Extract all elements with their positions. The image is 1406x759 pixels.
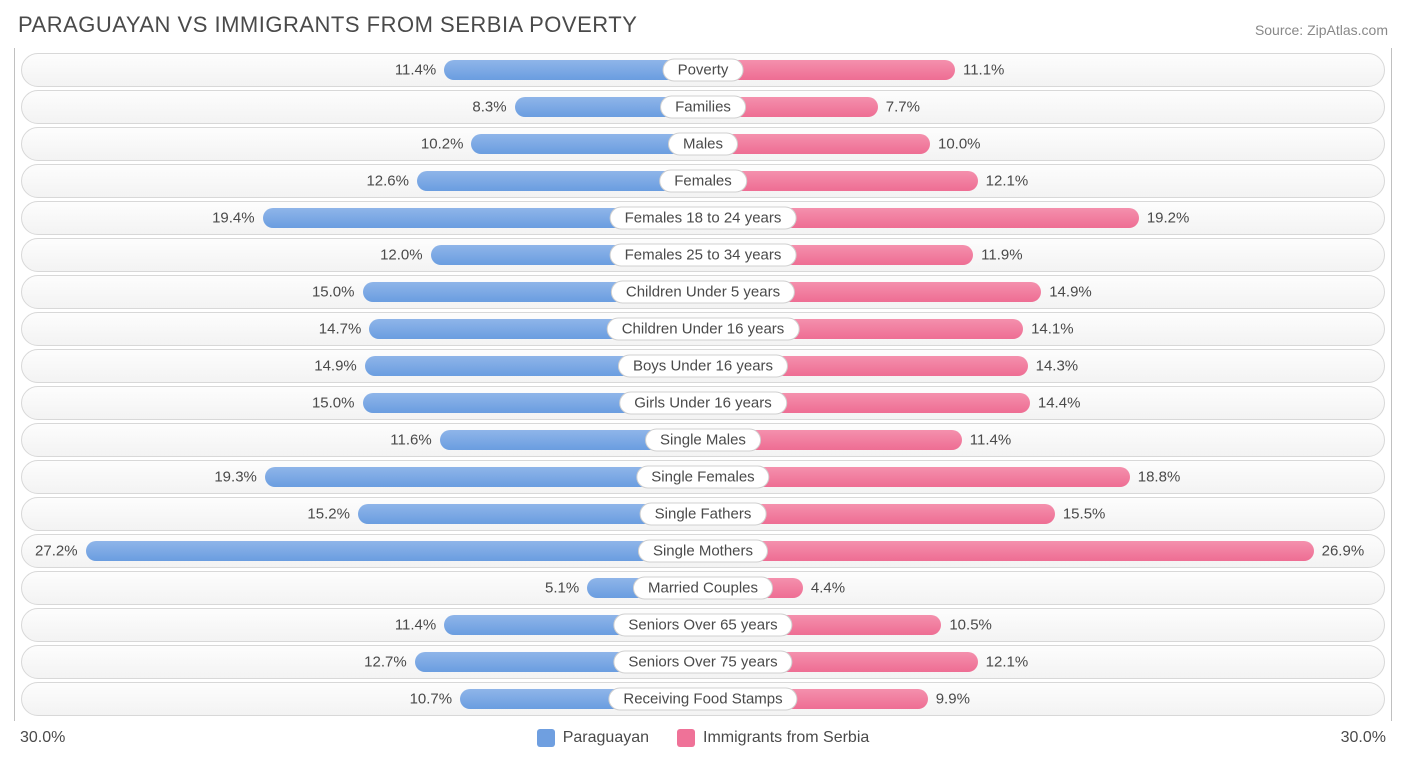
category-label: Poverty [663, 59, 744, 82]
value-left: 12.6% [366, 173, 409, 190]
category-label: Married Couples [633, 577, 773, 600]
value-left: 12.7% [364, 654, 407, 671]
legend-swatch-icon [677, 729, 695, 747]
value-left: 11.4% [395, 62, 436, 79]
value-left: 19.4% [212, 210, 255, 227]
category-label: Males [668, 133, 738, 156]
bar-row: 15.2% 15.5% Single Fathers [21, 497, 1385, 531]
value-left: 15.0% [312, 284, 355, 301]
category-label: Females 25 to 34 years [610, 244, 797, 267]
diverging-bar-chart: 11.4%11.1%Poverty8.3%7.7%Families10.2%10… [14, 48, 1392, 721]
legend-swatch-icon [537, 729, 555, 747]
category-label: Boys Under 16 years [618, 355, 788, 378]
legend: Paraguayan Immigrants from Serbia [537, 729, 870, 747]
value-left: 19.3% [214, 469, 257, 486]
bar-row: 14.9% 14.3% Boys Under 16 years [21, 349, 1385, 383]
category-label: Receiving Food Stamps [608, 688, 797, 711]
value-right: 11.9% [981, 247, 1022, 264]
category-label: Children Under 5 years [611, 281, 795, 304]
bar-row: 10.7% 9.9% Receiving Food Stamps [21, 682, 1385, 716]
value-left: 15.0% [312, 395, 355, 412]
category-label: Single Males [645, 429, 761, 452]
bar-row: 12.6% 12.1% Females [21, 164, 1385, 198]
value-left: 5.1% [545, 580, 579, 597]
bar-row: 8.3% 7.7% Families [21, 90, 1385, 124]
value-right: 14.1% [1031, 321, 1074, 338]
value-left: 11.6% [390, 432, 431, 449]
bar-row: 11.4% 11.1% Poverty [21, 53, 1385, 87]
value-left: 11.4% [395, 617, 436, 634]
bar-right [703, 541, 1314, 561]
value-left: 14.9% [314, 358, 357, 375]
legend-item-right: Immigrants from Serbia [677, 729, 869, 747]
legend-label-right: Immigrants from Serbia [703, 729, 869, 747]
bar-row: 12.7% 12.1% Seniors Over 75 years [21, 645, 1385, 679]
legend-label-left: Paraguayan [563, 729, 649, 747]
category-label: Single Fathers [640, 503, 767, 526]
value-left: 10.7% [410, 691, 453, 708]
category-label: Females 18 to 24 years [610, 207, 797, 230]
value-right: 26.9% [1322, 543, 1365, 560]
category-label: Single Females [636, 466, 769, 489]
bar-row: 19.3% 18.8% Single Females [21, 460, 1385, 494]
category-label: Females [659, 170, 747, 193]
value-right: 7.7% [886, 99, 920, 116]
value-right: 14.4% [1038, 395, 1081, 412]
category-label: Girls Under 16 years [619, 392, 787, 415]
value-right: 15.5% [1063, 506, 1106, 523]
value-left: 8.3% [472, 99, 506, 116]
category-label: Children Under 16 years [607, 318, 800, 341]
chart-header: PARAGUAYAN VS IMMIGRANTS FROM SERBIA POV… [14, 12, 1392, 48]
value-right: 12.1% [986, 173, 1029, 190]
bar-row: 14.7% 14.1% Children Under 16 years [21, 312, 1385, 346]
category-label: Single Mothers [638, 540, 768, 563]
value-right: 4.4% [811, 580, 845, 597]
value-left: 12.0% [380, 247, 423, 264]
chart-footer: 30.0% Paraguayan Immigrants from Serbia … [14, 721, 1392, 747]
value-left: 10.2% [421, 136, 464, 153]
value-right: 14.9% [1049, 284, 1092, 301]
axis-max-right: 30.0% [1341, 729, 1386, 747]
value-left: 14.7% [319, 321, 362, 338]
bar-row: 5.1% 4.4% Married Couples [21, 571, 1385, 605]
value-right: 18.8% [1138, 469, 1181, 486]
category-label: Seniors Over 75 years [613, 651, 792, 674]
value-left: 15.2% [307, 506, 350, 523]
value-right: 9.9% [936, 691, 970, 708]
bar-row: 11.6% 11.4% Single Males [21, 423, 1385, 457]
value-right: 14.3% [1036, 358, 1079, 375]
value-left: 27.2% [35, 543, 78, 560]
bar-row: 10.2% 10.0% Males [21, 127, 1385, 161]
bar-row: 15.0% 14.9% Children Under 5 years [21, 275, 1385, 309]
bar-row: 11.4% 10.5% Seniors Over 65 years [21, 608, 1385, 642]
category-label: Seniors Over 65 years [613, 614, 792, 637]
value-right: 10.0% [938, 136, 981, 153]
value-right: 11.4% [970, 432, 1011, 449]
value-right: 19.2% [1147, 210, 1190, 227]
value-right: 10.5% [949, 617, 992, 634]
legend-item-left: Paraguayan [537, 729, 649, 747]
axis-max-left: 30.0% [20, 729, 65, 747]
bar-left [86, 541, 703, 561]
bar-row: 19.4% 19.2% Females 18 to 24 years [21, 201, 1385, 235]
bar-row: 15.0% 14.4% Girls Under 16 years [21, 386, 1385, 420]
category-label: Families [660, 96, 746, 119]
bar-row: 27.2% 26.9% Single Mothers [21, 534, 1385, 568]
bar-row: 12.0% 11.9% Females 25 to 34 years [21, 238, 1385, 272]
value-right: 11.1% [963, 62, 1004, 79]
chart-title: PARAGUAYAN VS IMMIGRANTS FROM SERBIA POV… [18, 12, 637, 38]
chart-source: Source: ZipAtlas.com [1255, 22, 1388, 38]
value-right: 12.1% [986, 654, 1029, 671]
